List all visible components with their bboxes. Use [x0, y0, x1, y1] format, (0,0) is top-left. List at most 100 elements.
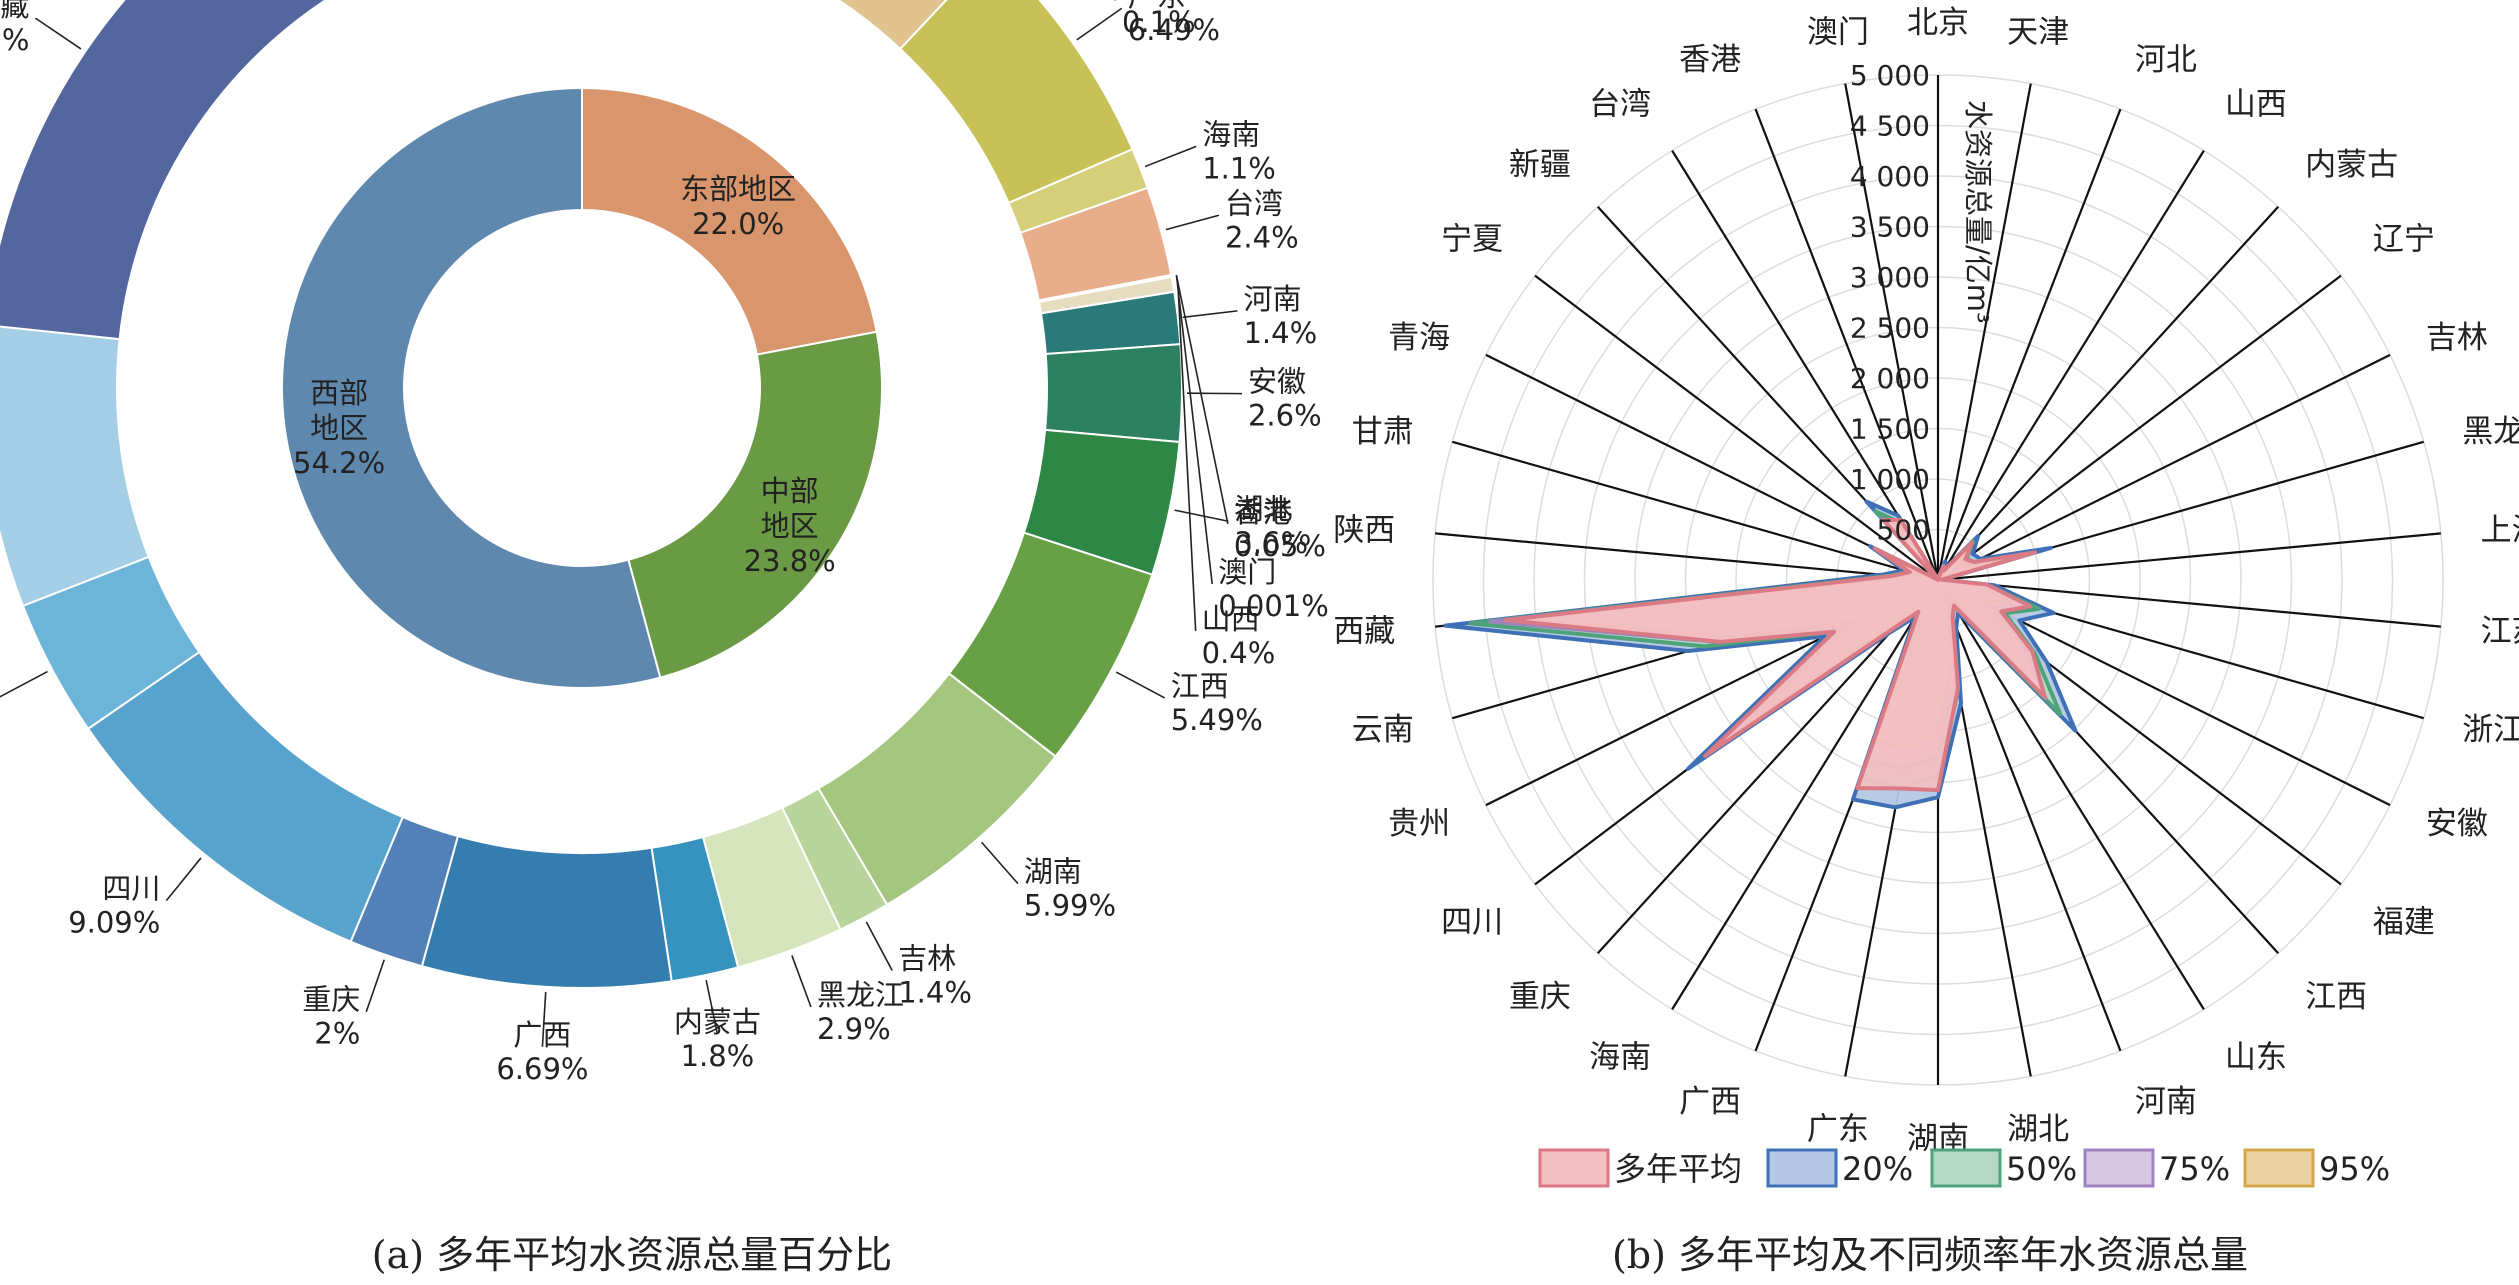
spoke-7: [1937, 353, 2391, 581]
leader-line-24: [541, 991, 547, 1047]
outer-slice-28: [0, 325, 151, 608]
category-label-14: 江西: [2305, 979, 2367, 1015]
category-label-33: 香港: [1679, 42, 1741, 78]
inner-slice-2: [627, 330, 883, 679]
category-label-32: 台湾: [1589, 87, 1651, 123]
outer-value-14: 0.001%: [1218, 589, 1329, 623]
category-label-4: 山西: [2225, 87, 2287, 123]
leader-line-29: [34, 17, 82, 50]
outer-slice-24: [420, 834, 673, 989]
spoke-4: [1937, 150, 2205, 581]
legend-swatch-1: [1538, 1148, 1610, 1188]
spoke-33: [1754, 108, 1940, 581]
outer-label-13: 香港: [1234, 495, 1292, 529]
spoke-16: [1936, 579, 2122, 1052]
spoke-30: [1534, 274, 1939, 581]
outer-label-29: 西藏: [0, 0, 29, 23]
tick-label-9: 4 500: [1850, 110, 1930, 143]
outer-slice-29: [0, 0, 328, 341]
outer-value-29: 15.59%: [0, 23, 29, 57]
category-label-28: 甘肃: [1352, 414, 1414, 450]
leader-line-22: [791, 955, 812, 1008]
axis-label: 水资源总量/亿m³: [1961, 100, 1995, 324]
spoke-22: [1596, 579, 1939, 954]
tick-label-10: 5 000: [1850, 59, 1930, 92]
outer-value-22: 2.9%: [817, 1012, 891, 1046]
tick-label-8: 4 000: [1850, 160, 1930, 193]
legend-swatch-4: [2083, 1148, 2155, 1188]
outer-value-26: 9.09%: [68, 906, 160, 940]
inner-slice-3: [281, 86, 662, 689]
category-label-13: 福建: [2373, 904, 2435, 940]
spoke-9: [1937, 532, 2441, 582]
category-label-31: 新疆: [1509, 147, 1571, 183]
outer-value-23: 1.8%: [681, 1039, 755, 1073]
outer-value-10: 6.49%: [1128, 13, 1220, 47]
caption-a: (a) 多年平均水资源总量百分比: [372, 1233, 892, 1277]
outer-value-12: 2.4%: [1225, 220, 1299, 254]
tick-label-6: 3 000: [1850, 261, 1930, 294]
outer-value-16: 1.4%: [1243, 316, 1317, 350]
category-label-9: 上海: [2481, 513, 2519, 549]
inner-label-line: 地区: [761, 509, 819, 543]
inner-value: 54.2%: [293, 446, 385, 480]
leader-line-19: [1115, 671, 1166, 699]
outer-label-24: 广西: [513, 1018, 571, 1052]
outer-label-19: 江西: [1171, 669, 1229, 703]
outer-label-20: 湖南: [1024, 855, 1082, 889]
category-label-29: 青海: [1388, 320, 1450, 356]
category-label-7: 吉林: [2426, 320, 2488, 356]
outer-label-18: 湖北: [1234, 492, 1292, 526]
leader-line-11: [1144, 145, 1197, 168]
category-label-27: 陕西: [1333, 513, 1395, 549]
category-label-2: 天津: [2007, 14, 2069, 50]
outer-value-7: 0.1%: [1122, 5, 1196, 39]
leader-line-20: [980, 841, 1019, 885]
category-label-15: 山东: [2225, 1039, 2287, 1075]
outer-value-24: 6.69%: [496, 1052, 588, 1086]
outer-label-7: 上海: [1122, 0, 1180, 5]
outer-slice-17: [1044, 343, 1183, 444]
category-label-25: 云南: [1352, 712, 1414, 748]
leader-line-21: [865, 921, 893, 971]
outer-label-23: 内蒙古: [674, 1005, 761, 1039]
spoke-27: [1435, 532, 1939, 582]
leader-line-15: [1177, 283, 1197, 632]
outer-label-25: 重庆: [302, 983, 360, 1017]
donut-chart: 东部地区22.0%中部地区23.8%西部地区54.2%北京0.1%天津0.1%河…: [0, 0, 1329, 1086]
legend-label-5: 95%: [2319, 1150, 2390, 1188]
outer-value-25: 2%: [314, 1017, 360, 1051]
spoke-6: [1937, 274, 2342, 581]
leader-line-27: [0, 670, 48, 698]
outer-value-13: 0.05%: [1234, 529, 1326, 563]
spoke-34: [1844, 83, 1940, 581]
caption-b: (b) 多年平均及不同频率年水资源总量: [1612, 1233, 2248, 1277]
outer-label-11: 海南: [1202, 117, 1260, 151]
outer-slice-9: [836, 0, 948, 51]
legend-label-1: 多年平均: [1614, 1150, 1742, 1188]
inner-value: 22.0%: [692, 207, 784, 241]
outer-label-21: 吉林: [898, 942, 956, 976]
leader-line-12: [1165, 214, 1220, 231]
outer-label-22: 黑龙江: [817, 978, 904, 1012]
outer-value-18: 3.6%: [1234, 526, 1308, 560]
category-label-26: 西藏: [1333, 613, 1395, 649]
outer-value-11: 1.1%: [1202, 151, 1276, 185]
inner-label-line: 中部: [761, 474, 819, 508]
leader-line-16: [1182, 310, 1238, 319]
category-label-16: 河南: [2135, 1084, 2197, 1120]
legend-label-4: 75%: [2159, 1150, 2230, 1188]
tick-label-3: 1 500: [1850, 413, 1930, 446]
spoke-21: [1671, 579, 1939, 1010]
spoke-28: [1451, 440, 1939, 582]
leader-line-23: [705, 979, 719, 1035]
outer-label-10: 广东: [1128, 0, 1186, 13]
tick-label-2: 1 000: [1850, 463, 1930, 496]
outer-value-15: 0.4%: [1202, 636, 1276, 670]
outer-label-15: 山西: [1202, 602, 1260, 636]
spoke-10: [1937, 578, 2441, 628]
category-label-10: 江苏: [2481, 613, 2519, 649]
category-label-23: 四川: [1441, 904, 1503, 940]
legend-swatch-5: [2243, 1148, 2315, 1188]
leader-line-26: [165, 857, 202, 902]
